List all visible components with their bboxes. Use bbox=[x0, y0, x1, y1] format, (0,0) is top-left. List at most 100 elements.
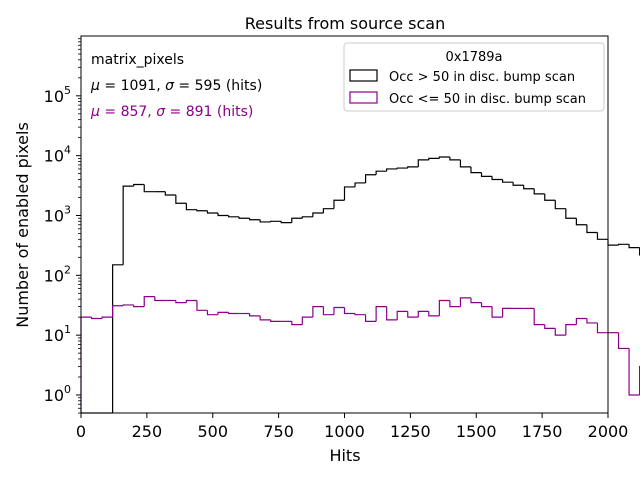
histogram-bin bbox=[512, 182, 524, 186]
histogram-bin bbox=[249, 218, 261, 221]
histogram-bin bbox=[238, 216, 250, 219]
histogram-bin bbox=[133, 183, 145, 187]
histogram-bin bbox=[196, 209, 208, 212]
histogram-bin bbox=[554, 328, 566, 336]
histogram-bin bbox=[586, 224, 598, 234]
histogram-bin bbox=[175, 195, 187, 204]
histogram-bin bbox=[312, 306, 324, 318]
histogram-bin bbox=[90, 317, 103, 320]
series-1 bbox=[81, 156, 640, 414]
histogram-bin bbox=[80, 316, 92, 413]
histogram-bin bbox=[438, 156, 450, 159]
histogram-bin bbox=[206, 310, 219, 316]
histogram-bin bbox=[533, 188, 545, 195]
x-tick-label: 1750 bbox=[522, 422, 563, 441]
x-axis-label: Hits bbox=[329, 446, 360, 465]
histogram-bin bbox=[280, 221, 292, 224]
histogram-bin bbox=[396, 167, 408, 169]
histogram-bin bbox=[143, 184, 155, 193]
histogram-bin bbox=[470, 297, 482, 304]
legend-label-series-1: Occ > 50 in disc. bump scan bbox=[389, 70, 575, 85]
x-tick-label: 1250 bbox=[390, 422, 431, 441]
y-tick-label: 103 bbox=[44, 203, 71, 225]
histogram-bin bbox=[227, 215, 240, 218]
histogram-bin bbox=[459, 297, 471, 307]
histogram-bin bbox=[133, 304, 145, 308]
histogram-bin bbox=[491, 176, 503, 181]
y-tick-label: 105 bbox=[44, 84, 71, 106]
histogram-bin bbox=[523, 185, 535, 190]
x-tick-label: 1000 bbox=[324, 422, 365, 441]
histogram-bin bbox=[122, 185, 134, 265]
histogram-bin bbox=[386, 168, 398, 172]
stats-line-1: μ = 1091, σ = 595 (hits) bbox=[90, 78, 262, 94]
histogram-bin bbox=[364, 314, 377, 322]
histogram-bin bbox=[596, 322, 608, 334]
histogram-bin bbox=[428, 311, 440, 317]
histogram-bin bbox=[333, 199, 345, 209]
series-2 bbox=[80, 296, 640, 413]
legend-label-series-2: Occ <= 50 in disc. bump scan bbox=[389, 92, 586, 107]
stats-line-2: μ = 857, σ = 891 (hits) bbox=[90, 104, 253, 120]
histogram-bin bbox=[185, 203, 197, 211]
histogram-bin bbox=[470, 166, 482, 174]
legend-swatch-series-2 bbox=[349, 91, 378, 104]
histogram-bin bbox=[249, 313, 261, 317]
histogram-bin bbox=[206, 210, 219, 214]
histogram-bin bbox=[364, 174, 377, 183]
histogram-bin bbox=[270, 220, 282, 222]
histogram-bin bbox=[301, 316, 313, 325]
histogram-bin bbox=[375, 306, 387, 322]
histogram-bin bbox=[291, 321, 303, 326]
histogram-bin bbox=[407, 166, 419, 169]
x-tick-label: 1500 bbox=[456, 422, 497, 441]
chart-title: Results from source scan bbox=[245, 14, 445, 33]
histogram-bin bbox=[491, 306, 503, 318]
histogram-bin bbox=[617, 243, 630, 246]
legend-box bbox=[343, 42, 605, 112]
histogram-bin bbox=[112, 264, 124, 413]
histogram-bin bbox=[607, 239, 619, 246]
histogram-bin bbox=[459, 159, 471, 168]
histogram-bin bbox=[628, 348, 640, 396]
histogram-bin bbox=[438, 299, 450, 316]
histogram-bin bbox=[628, 244, 640, 249]
histogram-bin bbox=[143, 296, 155, 307]
histogram-bin bbox=[565, 208, 577, 219]
histogram-bin bbox=[154, 296, 166, 302]
x-tick-label: 500 bbox=[197, 422, 228, 441]
histogram-bin bbox=[554, 200, 566, 210]
histogram-bin bbox=[333, 306, 345, 315]
histogram-bin bbox=[227, 312, 240, 315]
histogram-bin bbox=[322, 306, 334, 316]
y-tick-label: 101 bbox=[44, 323, 71, 345]
histogram-bin bbox=[407, 311, 419, 318]
legend-title: 0x1789a bbox=[445, 50, 502, 65]
histogram-bin bbox=[259, 219, 271, 223]
x-tick-label: 250 bbox=[132, 422, 163, 441]
histogram-bin bbox=[417, 310, 429, 318]
histogram-bin bbox=[301, 216, 313, 219]
histogram-bin bbox=[575, 317, 587, 325]
histogram-bin bbox=[185, 299, 197, 303]
y-axis-label: Number of enabled pixels bbox=[13, 122, 32, 328]
histogram-bin bbox=[596, 232, 608, 240]
histogram-bin bbox=[502, 179, 514, 183]
histogram-bin bbox=[175, 300, 187, 304]
x-tick-label: 750 bbox=[263, 422, 294, 441]
x-tick-label: 2000 bbox=[588, 422, 629, 441]
histogram-bin bbox=[449, 156, 461, 161]
plot-area: 0 250 500 750 1000 1250 1500 1750 2000 100 101 102… bbox=[44, 35, 640, 441]
histogram-bin bbox=[112, 305, 124, 318]
histogram-bin bbox=[291, 217, 303, 223]
histogram-bin bbox=[312, 212, 324, 217]
legend-swatch-series-1 bbox=[349, 69, 378, 82]
histogram-bin bbox=[343, 186, 356, 201]
histogram-bin bbox=[502, 307, 514, 318]
histogram-bin bbox=[575, 218, 587, 226]
histogram-bin bbox=[544, 193, 556, 201]
histogram-bin bbox=[164, 191, 176, 196]
histogram-bin bbox=[386, 306, 398, 321]
histogram-bin bbox=[544, 324, 556, 329]
histogram-bin bbox=[375, 170, 387, 175]
